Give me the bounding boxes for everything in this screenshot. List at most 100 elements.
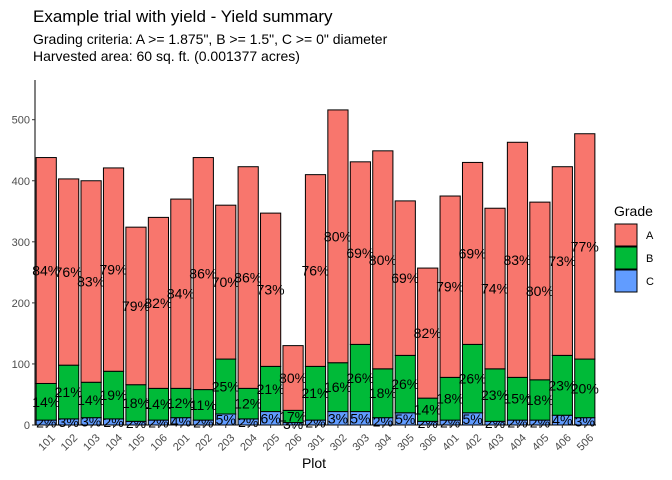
x-tick-label: 301 [306, 432, 327, 453]
x-tick-label: 101 [36, 432, 57, 453]
data-label-a: 80% [369, 252, 397, 268]
bar-segment-a [372, 150, 394, 370]
x-tick-label: 105 [126, 432, 147, 453]
data-label-b: 23% [548, 377, 576, 393]
x-tick-label: 205 [261, 432, 282, 453]
bar-segment-a [304, 174, 327, 367]
data-label-a: 80% [279, 370, 307, 386]
x-tick-label: 303 [350, 432, 371, 453]
data-label-b: 14% [77, 392, 105, 408]
data-label-a: 84% [167, 286, 195, 302]
y-tick-label: 300 [12, 237, 30, 249]
bar-segment-a [417, 267, 439, 399]
legend-key-a [614, 223, 638, 247]
data-label-a: 69% [459, 245, 487, 261]
data-label-b: 26% [459, 371, 487, 387]
data-label-b: 12% [234, 396, 262, 412]
data-label-a: 83% [77, 274, 105, 290]
legend-key-c [614, 269, 638, 293]
data-label-a: 86% [234, 270, 262, 286]
bar-segment-a [327, 109, 349, 364]
x-tick-label: 506 [575, 432, 596, 453]
data-label-c: 4% [552, 412, 572, 428]
chart-subtitle-line-2: Harvested area: 60 sq. ft. (0.001377 acr… [33, 48, 300, 64]
data-label-a: 86% [189, 266, 217, 282]
legend: Grade ABC [614, 203, 654, 293]
data-label-b: 15% [503, 391, 531, 407]
data-label-b: 21% [301, 385, 329, 401]
bar-segment-a [439, 195, 461, 378]
bar-segment-a [192, 157, 214, 391]
data-label-a: 73% [257, 282, 285, 298]
bar-segment-a [529, 201, 551, 381]
bar-segment-a [349, 161, 371, 345]
x-tick-label: 103 [81, 432, 102, 453]
bar-segment-a [58, 178, 80, 366]
data-label-b: 26% [346, 370, 374, 386]
data-label-c: 3% [328, 410, 348, 426]
bar-segment-a [461, 161, 484, 345]
bar-segment-a [506, 141, 529, 378]
data-label-b: 18% [436, 391, 464, 407]
data-label-c: 5% [395, 411, 415, 427]
data-label-b: 14% [414, 402, 442, 418]
legend-label-b: B [646, 253, 653, 265]
chart-title: Example trial with yield - Yield summary [33, 7, 333, 26]
bar-segment-a [125, 226, 147, 386]
bar-segment-a [282, 345, 304, 411]
x-tick-label: 403 [485, 432, 506, 453]
data-label-b: 16% [324, 379, 352, 395]
bar-segment-a [147, 216, 170, 389]
bar-segment-a [574, 133, 596, 360]
bar-segment-a [260, 212, 282, 367]
data-label-b: 23% [481, 387, 509, 403]
data-label-a: 82% [144, 295, 172, 311]
legend-label-c: C [646, 276, 654, 288]
data-label-a: 79% [122, 298, 150, 314]
bar-segment-a [35, 157, 57, 384]
data-label-b: 18% [122, 395, 150, 411]
data-label-b: 18% [369, 385, 397, 401]
legend-key-b [614, 246, 638, 270]
x-tick-label: 405 [530, 432, 551, 453]
data-label-a: 80% [324, 228, 352, 244]
data-label-b: 20% [571, 380, 599, 396]
data-label-a: 69% [346, 245, 374, 261]
data-label-b: 14% [144, 396, 172, 412]
data-label-b: 21% [55, 384, 83, 400]
x-tick-label: 102 [59, 432, 80, 453]
bar-segment-a [484, 207, 506, 370]
plot-area: 01002003004005002%14%84%1013%21%76%1023%… [12, 80, 599, 454]
x-tick-label: 305 [395, 432, 416, 453]
data-label-a: 69% [391, 270, 419, 286]
data-label-a: 79% [436, 279, 464, 295]
chart-subtitle-line-1: Grading criteria: A >= 1.875", B >= 1.5"… [33, 31, 388, 47]
data-label-a: 80% [526, 283, 554, 299]
bar-segment-a [394, 200, 416, 356]
bar-segment-a [551, 166, 573, 356]
bar-segment-a [102, 167, 125, 372]
data-label-a: 84% [32, 263, 60, 279]
x-tick-label: 401 [440, 432, 461, 453]
data-label-c: 5% [216, 412, 236, 428]
data-label-a: 74% [481, 281, 509, 297]
data-label-a: 82% [414, 325, 442, 341]
y-tick-label: 500 [12, 115, 30, 127]
data-label-b: 14% [32, 394, 60, 410]
data-label-b: 12% [167, 395, 195, 411]
bar-segment-a [237, 166, 259, 389]
bar-segment-a [80, 180, 102, 383]
x-tick-label: 306 [418, 432, 439, 453]
x-tick-label: 406 [552, 432, 573, 453]
x-tick-label: 206 [283, 432, 304, 453]
x-tick-label: 201 [171, 432, 192, 453]
x-tick-label: 402 [463, 432, 484, 453]
x-axis-title: Plot [302, 455, 326, 471]
data-label-a: 79% [100, 262, 128, 278]
data-label-b: 19% [100, 387, 128, 403]
data-label-b: 11% [190, 397, 217, 413]
data-label-a: 77% [571, 238, 599, 254]
x-tick-label: 202 [193, 432, 214, 453]
x-tick-label: 204 [238, 432, 259, 453]
